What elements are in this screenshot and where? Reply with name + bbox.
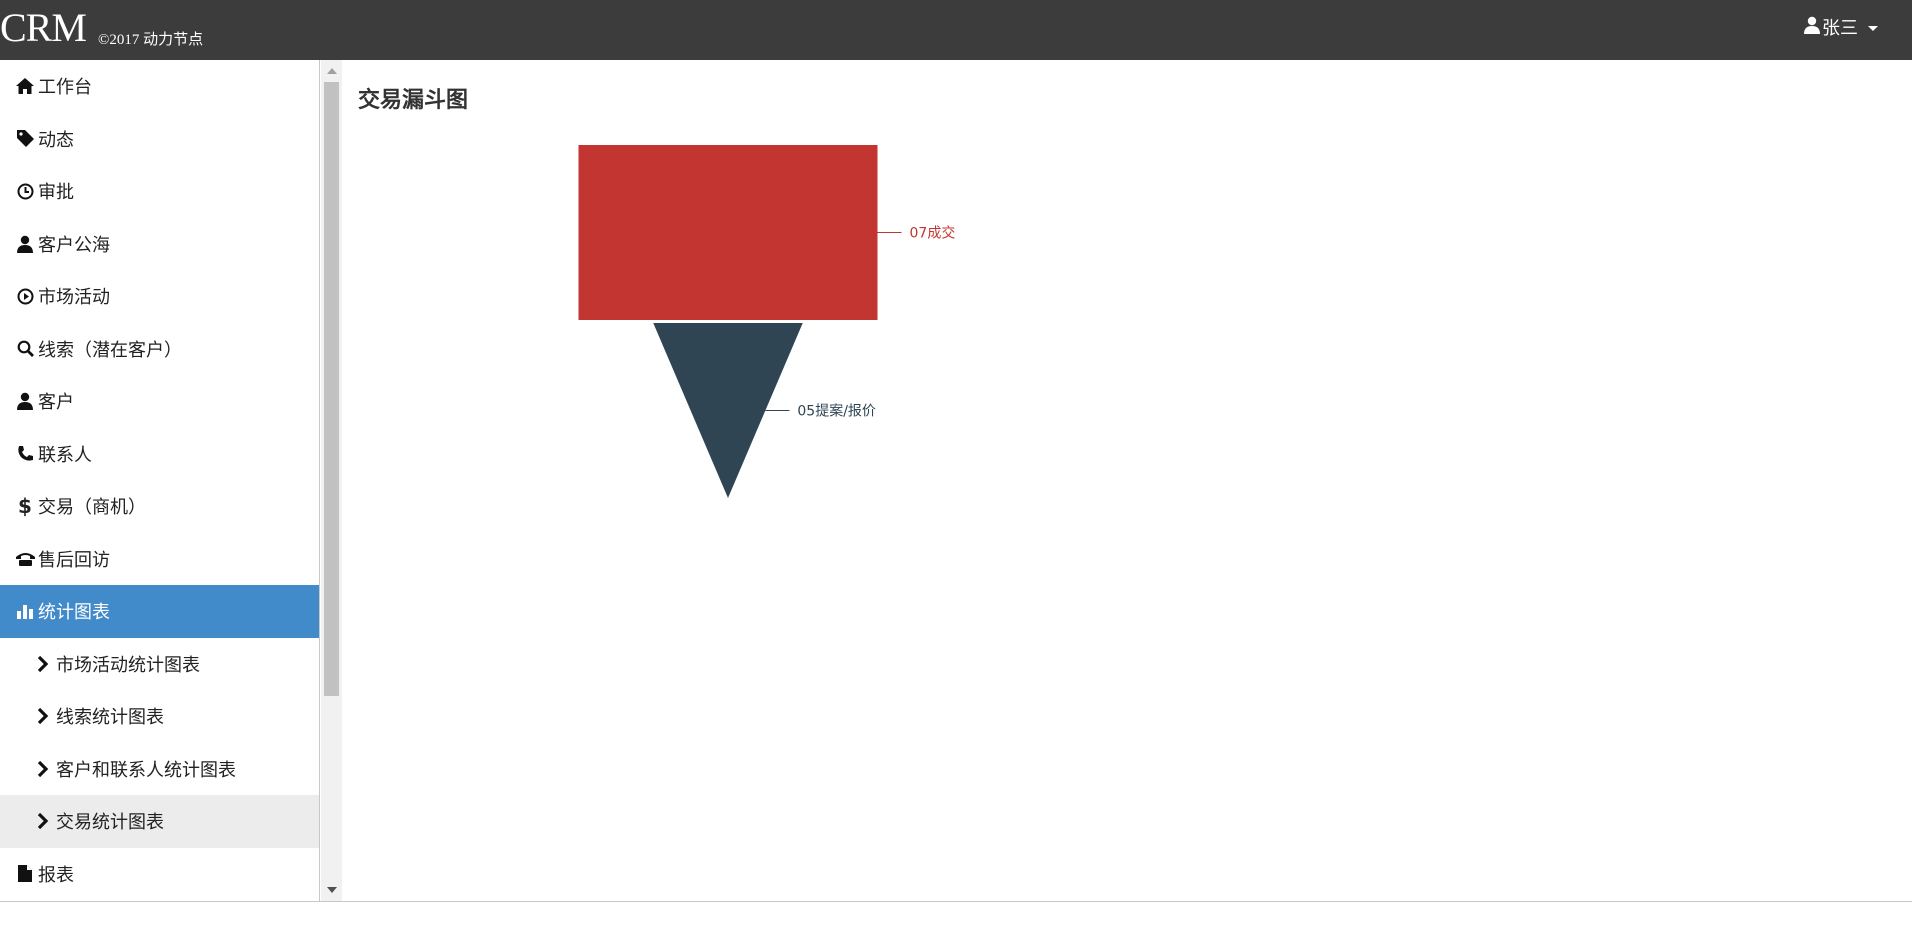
tag-icon (14, 130, 36, 148)
scrollbar-thumb[interactable] (324, 82, 339, 696)
sidebar-subitem-marketing-stats[interactable]: 市场活动统计图表 (0, 638, 319, 691)
sidebar-item-label: 动态 (38, 129, 74, 151)
search-icon (14, 340, 36, 358)
caret-down-icon (1868, 25, 1878, 31)
user-dropdown[interactable]: 张三 (1804, 14, 1878, 40)
sidebar-subitem-deal-stats[interactable]: 交易统计图表 (0, 795, 319, 848)
sidebar-item-deals[interactable]: $ 交易（商机） (0, 480, 319, 533)
sidebar-item-activity[interactable]: 动态 (0, 113, 319, 166)
play-circle-icon (14, 288, 36, 305)
sidebar-item-approval[interactable]: 审批 (0, 165, 319, 218)
sidebar-subitem-leads-stats[interactable]: 线索统计图表 (0, 690, 319, 743)
funnel-label: 07成交 (910, 225, 956, 242)
user-icon (14, 235, 36, 253)
phone-icon (14, 445, 36, 462)
sidebar-item-label: 审批 (38, 182, 74, 204)
sidebar-item-leads[interactable]: 线索（潜在客户） (0, 323, 319, 376)
main-content: 交易漏斗图 07成交 05提案/报价 (342, 60, 1912, 901)
sidebar-item-customer[interactable]: 客户 (0, 375, 319, 428)
clock-icon (14, 183, 36, 200)
stats-icon (14, 603, 36, 620)
user-name: 张三 (1822, 18, 1858, 39)
funnel-layer[interactable] (653, 323, 803, 498)
sidebar-item-label: 客户 (38, 392, 74, 414)
chevron-right-icon (32, 813, 54, 830)
brand-logo: CRM (0, 5, 87, 50)
sidebar-item-label: 客户公海 (38, 234, 110, 256)
sidebar-item-label: 报表 (38, 864, 74, 886)
sidebar-item-aftersales[interactable]: 售后回访 (0, 533, 319, 586)
copyright-text: ©2017 动力节点 (98, 32, 204, 48)
sidebar-item-label: 售后回访 (38, 549, 110, 571)
sidebar-item-label: 线索统计图表 (56, 707, 164, 729)
sidebar-item-label: 统计图表 (38, 602, 110, 624)
phone-alt-icon (14, 551, 36, 567)
user-icon (14, 392, 36, 411)
sidebar-item-customer-pool[interactable]: 客户公海 (0, 218, 319, 271)
scroll-down-arrow-icon[interactable] (327, 887, 337, 893)
chevron-right-icon (32, 708, 54, 725)
sidebar-item-marketing[interactable]: 市场活动 (0, 270, 319, 323)
sidebar-item-label: 交易统计图表 (56, 812, 164, 834)
bottom-divider (0, 901, 1912, 902)
funnel-chart: 07成交 05提案/报价 (578, 145, 956, 498)
sidebar: 工作台 动态 审批 客户公海 市场活动 线索（潜在客户） 客户 (0, 60, 320, 901)
sidebar-item-label: 市场活动统计图表 (56, 654, 200, 676)
funnel-layer[interactable] (578, 145, 878, 320)
scroll-up-arrow-icon[interactable] (327, 68, 337, 74)
sidebar-item-workbench[interactable]: 工作台 (0, 60, 319, 113)
sidebar-item-label: 线索（潜在客户） (38, 339, 182, 361)
sidebar-item-label: 工作台 (38, 77, 92, 99)
sidebar-item-contacts[interactable]: 联系人 (0, 428, 319, 481)
page-title: 交易漏斗图 (358, 88, 469, 113)
user-icon (1804, 16, 1820, 39)
sidebar-item-label: 市场活动 (38, 287, 110, 309)
funnel-label: 05提案/报价 (797, 403, 876, 420)
sidebar-item-statistics[interactable]: 统计图表 (0, 585, 319, 638)
home-icon (14, 78, 36, 95)
sidebar-item-label: 交易（商机） (38, 497, 146, 519)
chevron-right-icon (32, 655, 54, 672)
top-navbar: CRM ©2017 动力节点 张三 (0, 0, 1912, 60)
file-icon (14, 865, 36, 883)
dollar-icon: $ (18, 494, 32, 519)
sidebar-subitem-customer-contact-stats[interactable]: 客户和联系人统计图表 (0, 743, 319, 796)
sidebar-scrollbar[interactable] (321, 60, 342, 901)
sidebar-item-reports[interactable]: 报表 (0, 848, 319, 901)
sidebar-item-label: 联系人 (38, 444, 92, 466)
sidebar-item-label: 客户和联系人统计图表 (56, 759, 236, 781)
chevron-right-icon (32, 760, 54, 777)
